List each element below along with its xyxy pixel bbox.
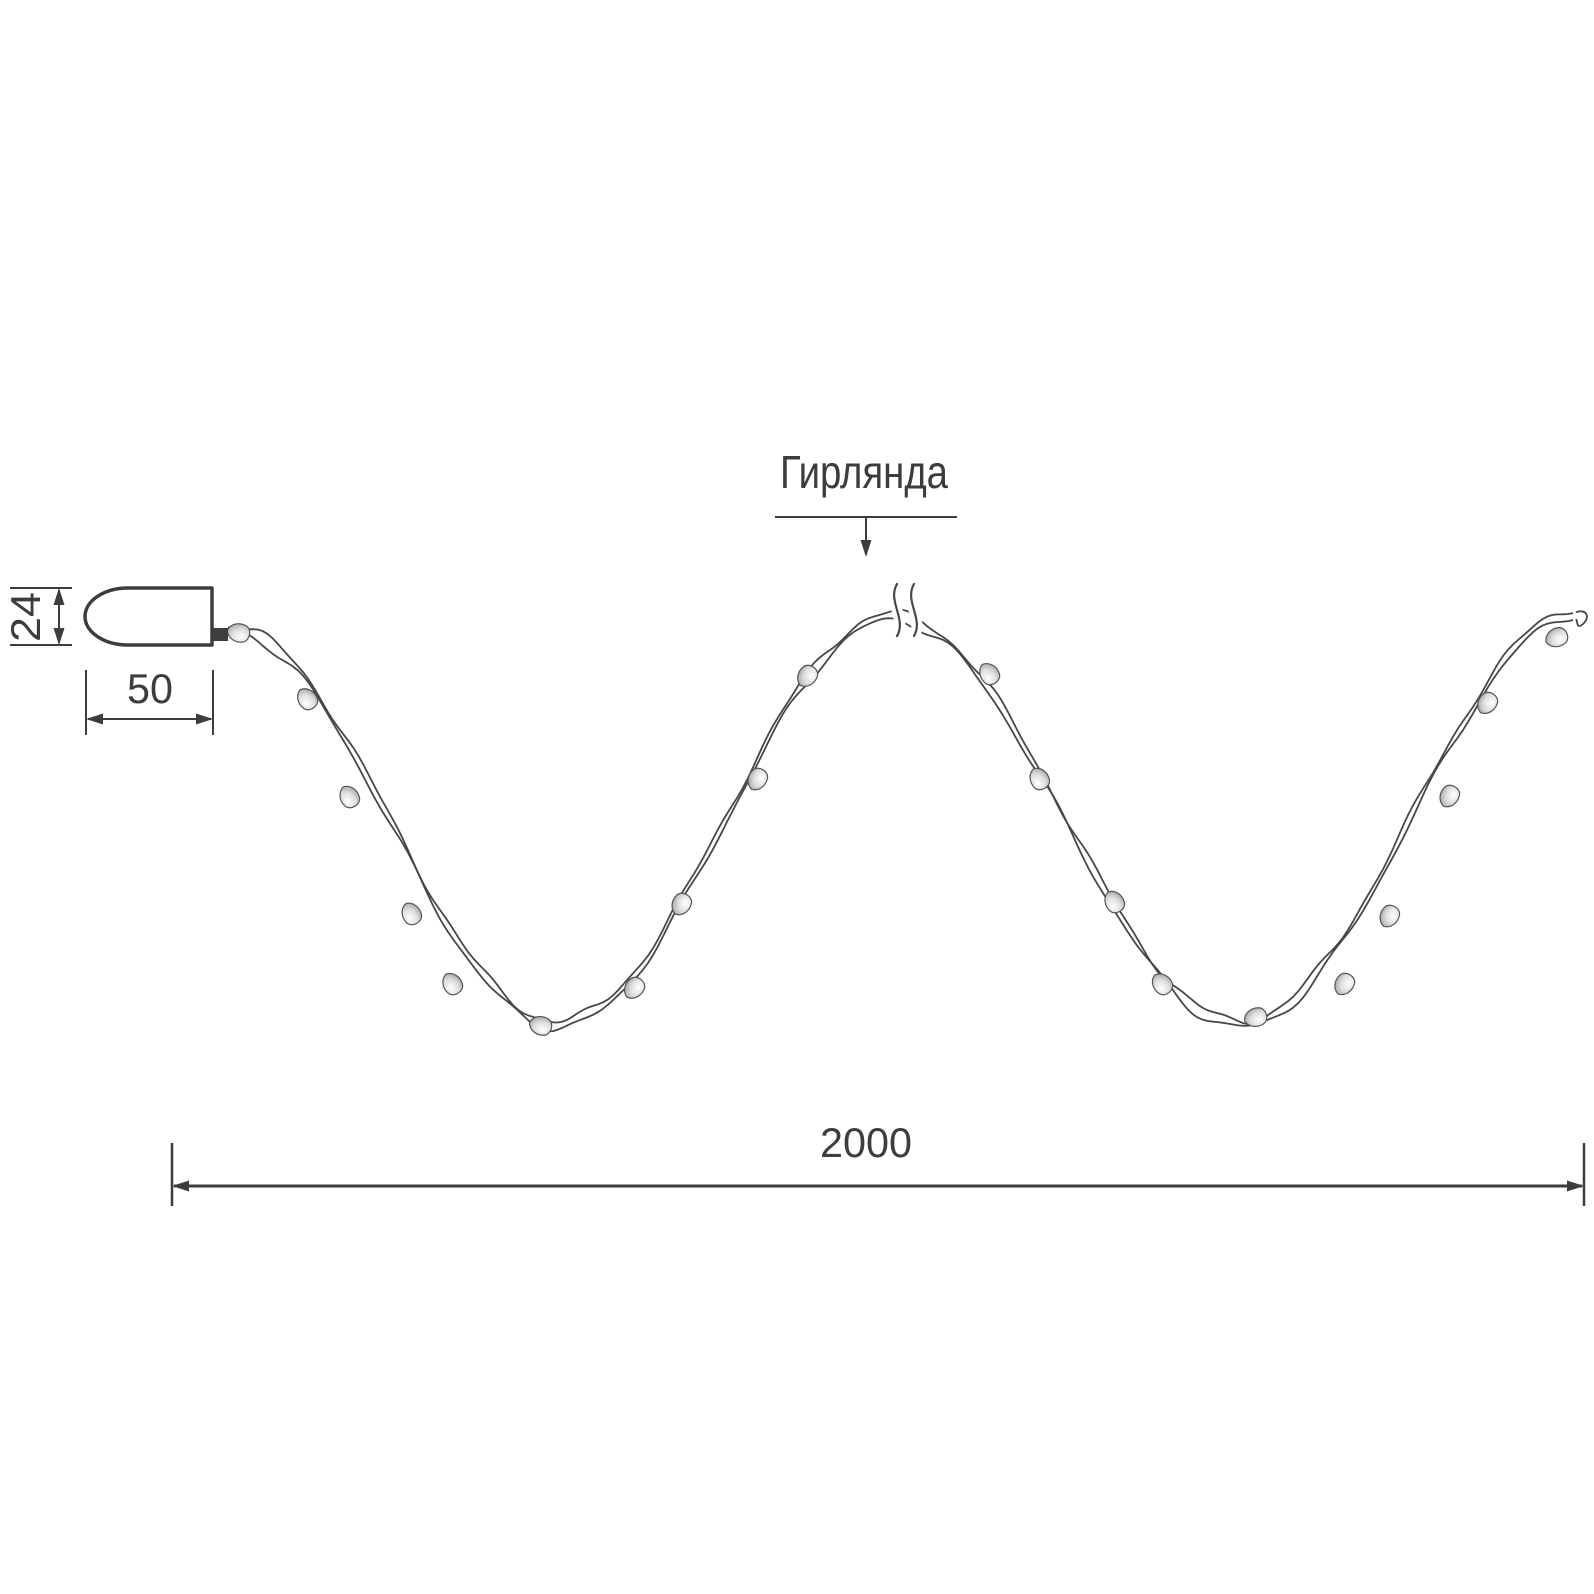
led-bulb — [226, 623, 251, 643]
led-bulb — [1029, 767, 1051, 791]
led-bulb — [1334, 972, 1356, 996]
garland-wire-b — [228, 617, 1574, 1033]
led-bulb — [442, 972, 464, 996]
led-bulb — [1243, 1007, 1268, 1028]
led-bulb — [979, 663, 1001, 686]
led-bulb — [528, 1015, 553, 1036]
dim-total-arrow-left-icon — [172, 1180, 189, 1192]
led-bulb — [797, 664, 819, 687]
led-bulb — [339, 785, 361, 809]
dim-box-arrow-left-icon — [86, 713, 103, 725]
dimension-label-total-2000: 2000 — [820, 1119, 912, 1166]
led-bulb — [1151, 973, 1174, 996]
title-leader-arrowhead-icon — [860, 540, 872, 557]
led-bulb — [1545, 627, 1569, 648]
break-mark-icon — [893, 582, 901, 638]
dimension-label-box-50: 50 — [127, 665, 173, 712]
led-bulb — [1104, 890, 1126, 914]
diagram-title-garland: Гирлянда — [780, 446, 948, 498]
led-bulb — [623, 976, 646, 999]
led-bulb — [1379, 904, 1401, 928]
battery-box — [83, 586, 214, 647]
led-bulb — [747, 767, 769, 791]
dimension-label-height-24: 24 — [2, 592, 49, 642]
generated-drawing-layer — [10, 516, 1588, 1206]
dim-box-arrow-right-icon — [196, 713, 213, 725]
led-bulb — [401, 902, 423, 926]
dim-height-arrow-down-icon — [53, 628, 65, 645]
led-bulb — [1477, 691, 1499, 714]
garland-wire-a — [227, 608, 1574, 1025]
battery-connector — [211, 628, 228, 641]
dim-height-arrow-up-icon — [53, 588, 65, 605]
break-mark-icon — [910, 582, 918, 638]
led-bulb — [297, 688, 319, 711]
led-bulb — [1439, 784, 1461, 808]
garland-wire-end-loop — [1575, 610, 1588, 627]
led-bulb — [671, 892, 693, 916]
dim-total-arrow-right-icon — [1567, 1180, 1584, 1192]
